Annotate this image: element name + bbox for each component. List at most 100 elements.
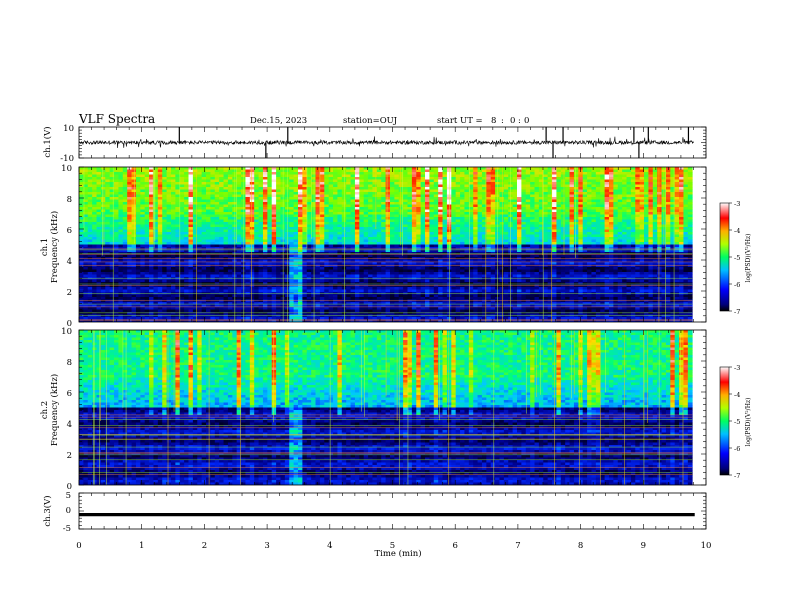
spectrogram-cell — [587, 239, 592, 243]
spectrogram-cell — [144, 227, 150, 230]
spectrogram-cell — [350, 234, 356, 238]
spectrogram-cell — [368, 229, 373, 233]
spectrogram-cell — [683, 229, 689, 233]
spectrogram-cell — [604, 197, 610, 200]
spectrogram-cell — [359, 184, 365, 188]
spectrogram-cell — [600, 227, 606, 230]
spectrogram-cell — [114, 172, 119, 175]
spectrogram-cell — [591, 234, 597, 238]
spectrogram-cell — [359, 177, 365, 180]
spectrogram-cell — [608, 247, 614, 250]
spectrogram-cell — [368, 169, 373, 173]
spectrogram-cell — [92, 169, 97, 173]
spectrogram-cell — [525, 214, 531, 218]
spectrogram-cell — [227, 212, 233, 215]
spectrogram-cell — [372, 247, 378, 250]
spectrogram-cell — [184, 172, 189, 175]
spectrogram-cell — [293, 189, 299, 193]
spectrogram-cell — [420, 209, 426, 213]
spectrogram-cell — [490, 219, 496, 223]
spectrogram-cell — [302, 169, 308, 173]
spectrogram-cell — [481, 219, 487, 223]
spectrogram-cell — [556, 242, 562, 245]
spectrogram-cell — [403, 247, 408, 250]
spectrogram-cell — [368, 209, 373, 213]
spectrogram-cell — [122, 187, 128, 190]
spectrogram-cell — [144, 174, 150, 178]
spectrogram-cell — [635, 172, 641, 175]
spectrogram-cell — [140, 187, 146, 190]
spectrogram-cell — [319, 249, 325, 253]
spectrogram-cell — [79, 197, 84, 200]
spectrogram-cell — [407, 189, 413, 193]
spectrogram-cell — [429, 214, 435, 218]
spectrogram-cell — [648, 242, 654, 245]
spectrogram-cell — [372, 182, 378, 185]
spectrogram-cell — [464, 189, 470, 193]
spectrogram-cell — [236, 172, 242, 175]
spectrogram-cell — [276, 177, 281, 180]
spectrogram-cell — [245, 182, 251, 185]
spectrogram-cell — [481, 177, 487, 180]
spectrogram-cell — [547, 179, 553, 183]
spectrogram-cell — [276, 224, 281, 228]
spectrogram-cell — [446, 179, 452, 183]
spectrogram-cell — [411, 244, 417, 248]
spectrogram-cell — [363, 239, 369, 243]
spectrogram-cell — [473, 229, 478, 233]
spectrogram-cell — [657, 197, 662, 200]
spectrogram-cell — [92, 194, 97, 198]
spectrogram-cell — [451, 224, 457, 228]
spectrogram-cell — [503, 182, 509, 185]
spectrogram-cell — [227, 187, 233, 190]
spectrogram-cell — [547, 249, 553, 253]
spectrogram-cell — [407, 237, 413, 240]
spectrogram-cell — [166, 169, 172, 173]
spectrogram-cell — [223, 239, 229, 243]
spectrogram-cell — [100, 217, 106, 220]
spectrogram-cell — [648, 232, 654, 235]
spectrogram-cell — [569, 224, 575, 228]
spectrogram-cell — [87, 177, 93, 180]
spectrogram-cell — [425, 174, 430, 178]
spectrogram-cell — [403, 194, 408, 198]
spectrogram-cell — [394, 232, 400, 235]
spectrogram-cell — [385, 167, 391, 170]
spectrogram-cell — [543, 229, 549, 233]
spectrogram-cell — [503, 222, 509, 225]
spectrogram-cell — [560, 209, 566, 213]
spectrogram-cell — [451, 202, 457, 205]
spectrogram-cell — [157, 249, 163, 253]
spectrogram-cell — [512, 237, 518, 240]
spectrogram-cell — [346, 174, 351, 178]
spectrogram-cell — [591, 172, 597, 175]
spectrogram-cell — [284, 184, 290, 188]
spectrogram-cell — [652, 249, 658, 253]
spectrogram-cell — [525, 222, 531, 225]
spectrogram-cell — [674, 229, 680, 233]
spectrogram-cell — [560, 234, 566, 238]
spectrogram-cell — [306, 214, 312, 218]
spectrogram-cell — [573, 209, 579, 213]
spectrogram-cell — [670, 192, 676, 195]
spectrogram-cell — [442, 209, 448, 213]
spectrogram-cell — [333, 224, 338, 228]
spectrogram-cell — [552, 229, 557, 233]
spectrogram-cell — [298, 227, 303, 230]
spectrogram-cell — [473, 247, 478, 250]
spectrogram-cell — [438, 204, 443, 208]
spectrogram-cell — [118, 184, 124, 188]
spectrogram-cell — [118, 232, 124, 235]
spectrogram-cell — [284, 234, 290, 238]
spectrogram-cell — [438, 234, 443, 238]
spectrogram-cell — [411, 247, 417, 250]
spectrogram-cell — [687, 177, 693, 180]
spectrogram-cell — [271, 209, 277, 213]
spectrogram-cell — [333, 167, 338, 170]
spectrogram-cell — [604, 209, 610, 213]
spectrogram-cell — [503, 172, 509, 175]
spectrogram-cell — [131, 224, 137, 228]
spectrogram-cell — [241, 199, 246, 203]
spectrogram-cell — [175, 227, 181, 230]
spectrogram-cell — [267, 184, 273, 188]
